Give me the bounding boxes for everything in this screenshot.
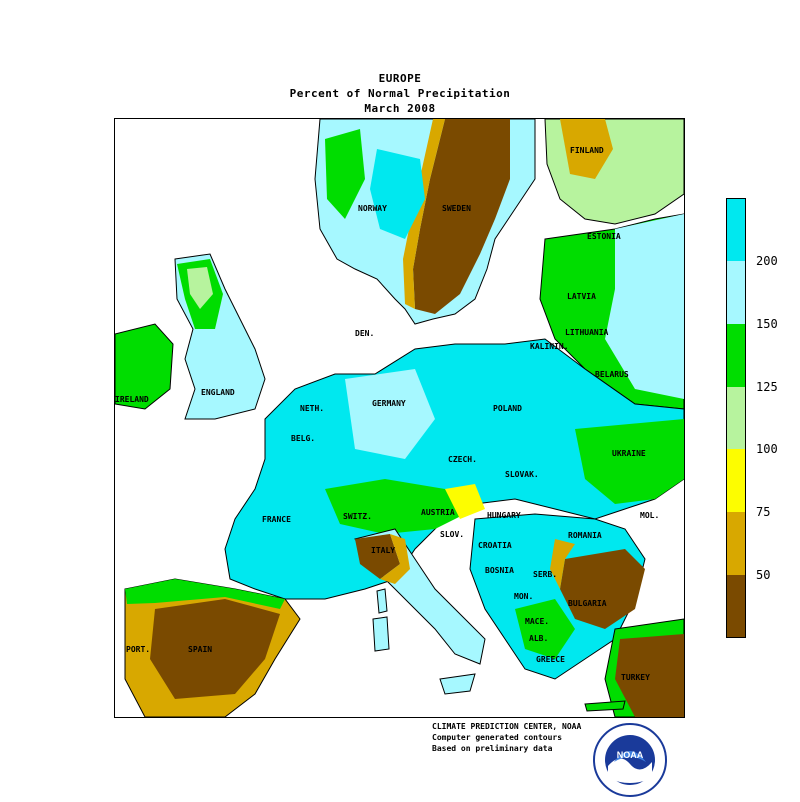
precip-turkey-dry — [615, 634, 684, 717]
precip-sweden-dry — [413, 119, 510, 314]
label-hungary: HUNGARY — [487, 511, 521, 520]
label-macedonia: MACE. — [525, 617, 549, 626]
legend-swatch-150-200 — [727, 261, 745, 324]
label-serbia: SERB. — [533, 570, 557, 579]
precip-norway-green — [325, 129, 365, 219]
legend-tick-125: 125 — [756, 380, 778, 394]
map-period: March 2008 — [364, 102, 436, 115]
precip-belarus-high — [605, 214, 684, 399]
label-kaliningrad: KALININ. — [530, 342, 569, 351]
map-title: EUROPE — [378, 72, 422, 85]
label-belgium: BELG. — [291, 434, 315, 443]
label-albania: ALB. — [529, 634, 548, 643]
label-bulgaria: BULGARIA — [568, 599, 607, 608]
label-bosnia: BOSNIA — [485, 566, 514, 575]
legend-tick-50: 50 — [756, 568, 771, 582]
label-slovakia: SLOVAK. — [505, 470, 539, 479]
label-france: FRANCE — [262, 515, 291, 524]
label-ukraine: UKRAINE — [612, 449, 646, 458]
label-netherlands: NETH. — [300, 404, 324, 413]
map-canvas: NORWAY SWEDEN FINLAND ESTONIA LATVIA LIT… — [115, 119, 684, 717]
land-crete — [584, 700, 626, 712]
precip-alps-yellow — [445, 484, 485, 519]
legend-swatch-above-200 — [727, 199, 745, 261]
legend-swatch-100-125 — [727, 387, 745, 449]
label-greece: GREECE — [536, 655, 565, 664]
legend-swatch-75-100 — [727, 449, 745, 512]
legend-swatch-125-150 — [727, 324, 745, 387]
label-norway: NORWAY — [358, 204, 387, 213]
precip-alps-green — [325, 479, 465, 534]
precip-bulgaria-low — [550, 539, 575, 589]
label-estonia: ESTONIA — [587, 232, 621, 241]
label-turkey: TURKEY — [621, 673, 650, 682]
legend-tick-150: 150 — [756, 317, 778, 331]
precip-norway-high — [370, 149, 425, 239]
legend-tick-75: 75 — [756, 505, 771, 519]
legend-tick-100: 100 — [756, 442, 778, 456]
label-england: ENGLAND — [201, 388, 235, 397]
precip-sweden-low — [403, 119, 445, 309]
label-latvia: LATVIA — [567, 292, 596, 301]
noaa-logo-text: NOAA — [617, 750, 644, 760]
credit-data-note: Based on preliminary data — [432, 744, 553, 753]
precip-italy-dry — [355, 534, 400, 579]
label-croatia: CROATIA — [478, 541, 512, 550]
label-romania: ROMANIA — [568, 531, 602, 540]
label-austria: AUSTRIA — [421, 508, 455, 517]
precip-balkans-green — [515, 599, 575, 659]
precip-finland-low — [560, 119, 613, 179]
label-montenegro: MON. — [514, 592, 533, 601]
label-spain: SPAIN — [188, 645, 212, 654]
label-belarus: BELARUS — [595, 370, 629, 379]
label-moldova: MOL. — [640, 511, 659, 520]
legend-swatch-below-50 — [727, 575, 745, 637]
land-sicily — [439, 673, 476, 695]
land-sardinia — [372, 616, 390, 652]
map-subtitle: Percent of Normal Precipitation — [289, 87, 511, 100]
noaa-logo: NOAA — [592, 722, 668, 798]
label-sweden: SWEDEN — [442, 204, 471, 213]
precip-spain-coast-green — [125, 579, 285, 609]
precip-italy-low — [380, 534, 410, 584]
label-slovenia: SLOV. — [440, 530, 464, 539]
label-portugal: PORT. — [126, 645, 150, 654]
label-germany: GERMANY — [372, 399, 406, 408]
legend-tick-200: 200 — [756, 254, 778, 268]
precipitation-map: NORWAY SWEDEN FINLAND ESTONIA LATVIA LIT… — [114, 118, 685, 718]
label-lithuania: LITHUANIA — [565, 328, 609, 337]
land-ireland — [115, 323, 174, 410]
label-denmark: DEN. — [355, 329, 374, 338]
credit-method: Computer generated contours — [432, 733, 563, 742]
label-finland: FINLAND — [570, 146, 604, 155]
precip-germany-high — [345, 369, 435, 459]
label-ireland: IRELAND — [115, 395, 149, 404]
label-czech: CZECH. — [448, 455, 477, 464]
color-legend — [726, 198, 746, 638]
label-poland: POLAND — [493, 404, 522, 413]
legend-swatch-50-75 — [727, 512, 745, 575]
precip-britain-light — [187, 267, 213, 309]
label-italy: ITALY — [371, 546, 395, 555]
precip-spain-dry — [150, 599, 280, 699]
credit-source: CLIMATE PREDICTION CENTER, NOAA — [432, 722, 582, 731]
land-continent — [224, 338, 684, 600]
label-switzerland: SWITZ. — [343, 512, 372, 521]
precip-bulgaria-dry — [560, 549, 645, 629]
precip-ukraine-green — [575, 419, 684, 504]
land-corsica — [376, 588, 388, 614]
